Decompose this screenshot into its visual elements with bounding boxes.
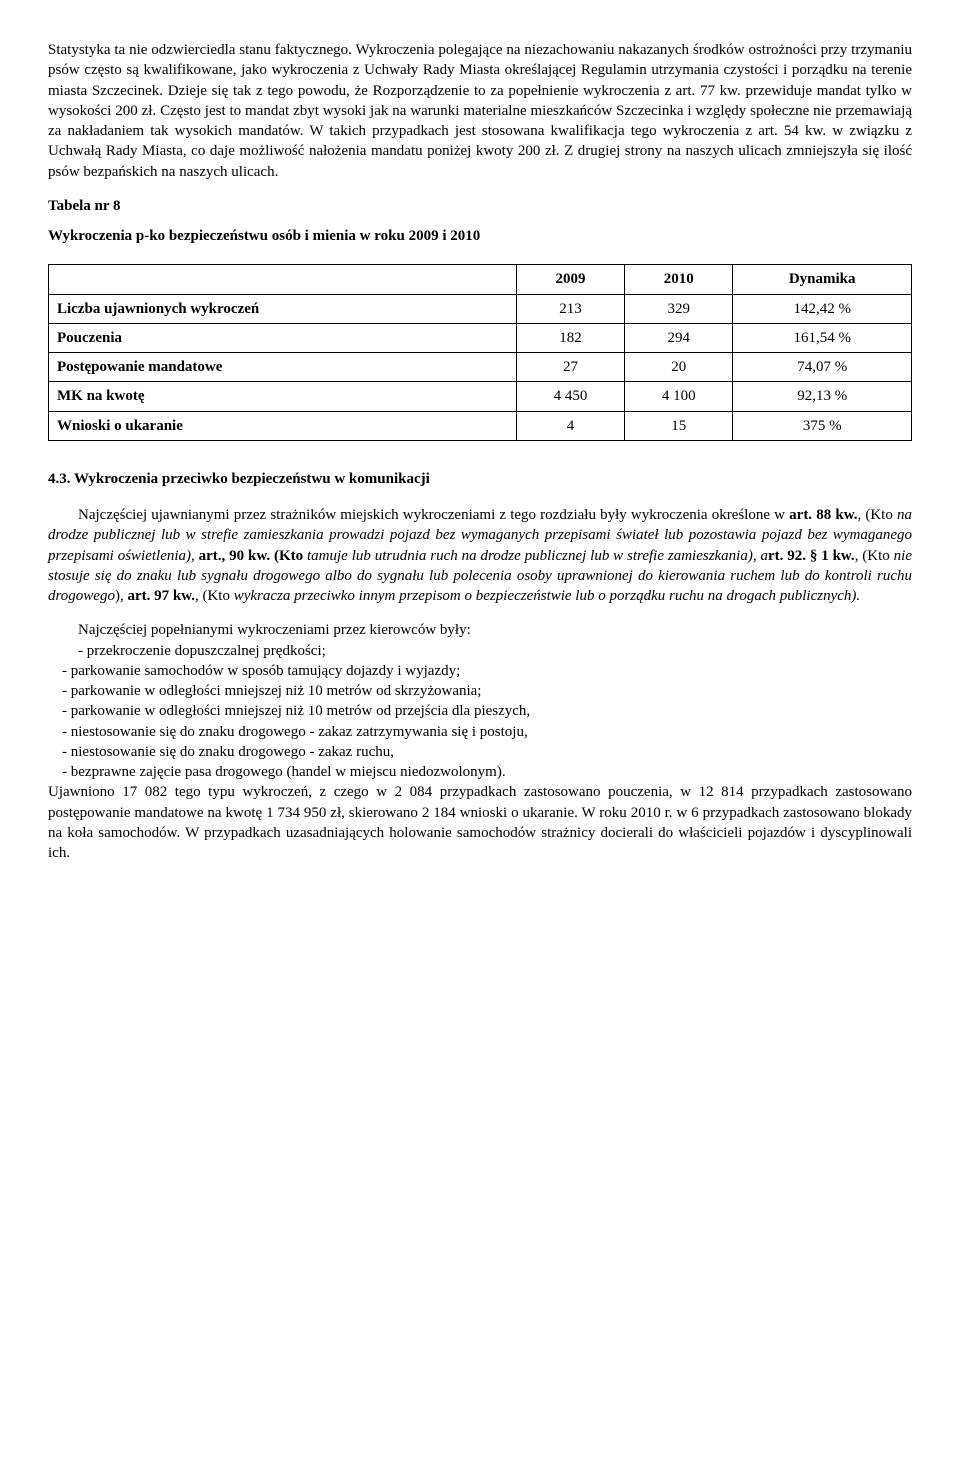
- text: Najczęściej ujawnianymi przez strażników…: [78, 507, 789, 523]
- cell: 4 100: [625, 382, 733, 411]
- list-item: bezprawne zajęcie pasa drogowego (handel…: [78, 762, 912, 782]
- cell: 142,42 %: [733, 294, 912, 323]
- text: , (Kto: [857, 507, 897, 523]
- cell: 329: [625, 294, 733, 323]
- cell: 375 %: [733, 411, 912, 440]
- paragraph-intro: Statystyka ta nie odzwierciedla stanu fa…: [48, 40, 912, 182]
- text-italic: tamuje lub utrudnia ruch na drodze publi…: [307, 548, 768, 564]
- text-bold: art., 90 kw. (Kto: [199, 548, 307, 564]
- table-header: 2009: [516, 265, 624, 294]
- cell: 4 450: [516, 382, 624, 411]
- row-label: Postępowanie mandatowe: [49, 353, 517, 382]
- bullet-list: parkowanie samochodów w sposób tamujący …: [48, 661, 912, 783]
- text-italic: wykracza przeciwko innym przepisom o bez…: [234, 588, 860, 604]
- row-label: Pouczenia: [49, 323, 517, 352]
- list-item: niestosowanie się do znaku drogowego - z…: [78, 722, 912, 742]
- cell: 92,13 %: [733, 382, 912, 411]
- paragraph-conclusion: Ujawniono 17 082 tego typu wykroczeń, z …: [48, 782, 912, 863]
- list-first-item: - przekroczenie dopuszczalnej prędkości;: [48, 641, 912, 661]
- table-header: 2010: [625, 265, 733, 294]
- cell: 74,07 %: [733, 353, 912, 382]
- row-label: Liczba ujawnionych wykroczeń: [49, 294, 517, 323]
- table-header: Dynamika: [733, 265, 912, 294]
- cell: 182: [516, 323, 624, 352]
- cell: 15: [625, 411, 733, 440]
- table-row: Postępowanie mandatowe 27 20 74,07 %: [49, 353, 912, 382]
- text: , (Kto: [855, 548, 894, 564]
- table-header-row: 2009 2010 Dynamika: [49, 265, 912, 294]
- cell: 213: [516, 294, 624, 323]
- list-item: parkowanie w odległości mniejszej niż 10…: [78, 681, 912, 701]
- list-item: parkowanie w odległości mniejszej niż 10…: [78, 701, 912, 721]
- text: , (Kto: [195, 588, 234, 604]
- table-row: MK na kwotę 4 450 4 100 92,13 %: [49, 382, 912, 411]
- cell: 294: [625, 323, 733, 352]
- text-bold: art. 88 kw.: [789, 507, 857, 523]
- data-table: 2009 2010 Dynamika Liczba ujawnionych wy…: [48, 264, 912, 441]
- list-intro: Najczęściej popełnianymi wykroczeniami p…: [48, 620, 912, 640]
- table-number: Tabela nr 8: [48, 196, 912, 216]
- table-row: Pouczenia 182 294 161,54 %: [49, 323, 912, 352]
- row-label: MK na kwotę: [49, 382, 517, 411]
- text-bold: art. 97 kw.: [127, 588, 195, 604]
- text: ),: [115, 588, 128, 604]
- list-item: niestosowanie się do znaku drogowego - z…: [78, 742, 912, 762]
- text-bold: rt. 92. § 1 kw.: [768, 548, 855, 564]
- table-row: Liczba ujawnionych wykroczeń 213 329 142…: [49, 294, 912, 323]
- cell: 27: [516, 353, 624, 382]
- row-label: Wnioski o ukaranie: [49, 411, 517, 440]
- paragraph-body: Najczęściej ujawnianymi przez strażników…: [48, 505, 912, 606]
- table-row: Wnioski o ukaranie 4 15 375 %: [49, 411, 912, 440]
- table-title: Wykroczenia p-ko bezpieczeństwu osób i m…: [48, 226, 912, 246]
- cell: 161,54 %: [733, 323, 912, 352]
- table-header-empty: [49, 265, 517, 294]
- list-item: parkowanie samochodów w sposób tamujący …: [78, 661, 912, 681]
- cell: 4: [516, 411, 624, 440]
- cell: 20: [625, 353, 733, 382]
- section-heading: 4.3. Wykroczenia przeciwko bezpieczeństw…: [48, 469, 912, 489]
